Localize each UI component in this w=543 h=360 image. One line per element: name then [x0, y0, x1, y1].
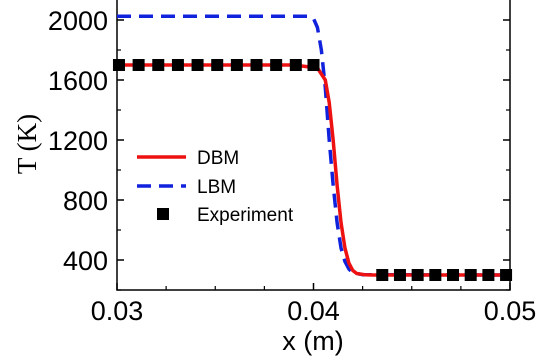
experiment-marker [376, 269, 389, 281]
y-tick-label: 1600 [48, 66, 108, 96]
legend-label-lbm: LBM [197, 177, 236, 198]
experiment-marker [307, 59, 320, 71]
experiment-marker [411, 269, 424, 281]
x-tick-label: 0.03 [91, 296, 144, 326]
experiment-marker [230, 59, 243, 71]
series-group [112, 14, 513, 281]
ticks-group: 0.03 0.04 0.05 400 800 1200 1600 2000 [48, 6, 537, 326]
experiment-marker [429, 269, 442, 281]
legend-label-dbm: DBM [197, 148, 239, 169]
experiment-marker [482, 269, 495, 281]
experiment-marker [447, 269, 460, 281]
legend-marker-experiment [157, 208, 169, 220]
experiment-marker [171, 59, 184, 71]
experiment-marker [500, 269, 513, 281]
x-tick-label: 0.05 [484, 296, 537, 326]
y-axis-title: T (K) [12, 114, 42, 174]
experiment-marker [211, 59, 224, 71]
y-tick-label: 2000 [48, 6, 108, 36]
y-tick-label: 1200 [48, 126, 108, 156]
plot-frame-group [116, 0, 511, 291]
experiment-marker [464, 269, 477, 281]
experiment-marker [289, 59, 302, 71]
y-tick-label: 800 [63, 186, 108, 216]
experiment-marker [270, 59, 283, 71]
lbm-line [117, 14, 511, 277]
experiment-marker [132, 59, 145, 71]
experiment-marker [393, 269, 406, 281]
legend: DBM LBM Experiment [137, 148, 294, 226]
y-tick-label: 400 [63, 246, 108, 276]
experiment-marker [152, 59, 165, 71]
legend-label-experiment: Experiment [197, 205, 294, 226]
x-axis-title: x (m) [282, 326, 343, 356]
experiment-marker [191, 59, 204, 71]
dbm-line [117, 63, 510, 277]
experiment-marker [250, 59, 263, 71]
x-tick-label: 0.04 [287, 296, 340, 326]
experiment-marker [112, 59, 125, 71]
plot-frame [116, 0, 511, 291]
